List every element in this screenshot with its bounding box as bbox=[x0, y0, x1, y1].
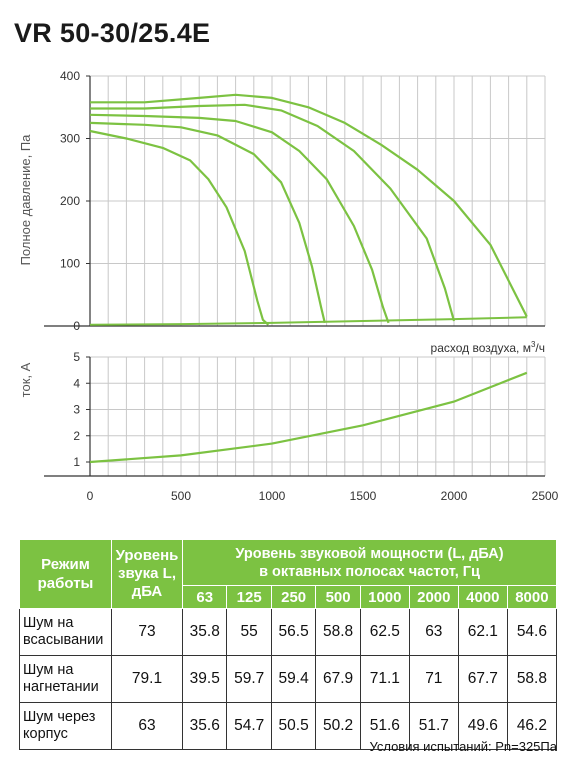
table-row: Шум на нагнетании 79.1 39.5 59.7 59.4 67… bbox=[19, 655, 558, 703]
header-sound-power: Уровень звуковой мощности (L, дБА) в окт… bbox=[182, 539, 557, 586]
band-value-cell: 35.8 bbox=[181, 608, 228, 656]
current-x-tick-label: 2000 bbox=[441, 489, 468, 503]
band-value-cell: 55 bbox=[226, 608, 272, 656]
current-y-axis-label: ток, А bbox=[18, 362, 33, 397]
pressure-y-tick-label: 100 bbox=[60, 257, 80, 271]
band-value-cell: 50.5 bbox=[270, 702, 317, 750]
band-header: 250 bbox=[270, 585, 317, 609]
band-header: 63 bbox=[181, 585, 228, 609]
pressure-y-axis-label: Полное давление, Па bbox=[18, 134, 33, 266]
row-label: Шум на всасывании bbox=[19, 608, 112, 656]
band-value-cell: 35.6 bbox=[181, 702, 228, 750]
header-sound-power-line1: Уровень звуковой мощности (L, дБА) bbox=[235, 545, 504, 562]
table-row: Шум через корпус 63 35.6 54.7 50.5 50.2 … bbox=[19, 702, 558, 750]
pressure-curve bbox=[90, 93, 528, 318]
test-conditions-note: Условия испытаний: Рn=325Па bbox=[369, 739, 557, 754]
noise-table: Режим работы Уровень звука L, дБА Уровен… bbox=[19, 539, 558, 750]
band-value-cell: 62.1 bbox=[457, 608, 508, 656]
pressure-x-axis-label: расход воздуха, м3/ч bbox=[431, 340, 545, 355]
sound-level-cell: 79.1 bbox=[111, 655, 183, 703]
band-value-cell: 59.4 bbox=[270, 655, 317, 703]
current-y-tick-label: 1 bbox=[73, 455, 80, 469]
sound-level-cell: 73 bbox=[111, 608, 183, 656]
current-y-tick-label: 5 bbox=[73, 350, 80, 364]
band-value-cell: 58.8 bbox=[315, 608, 361, 656]
pressure-curve bbox=[89, 113, 390, 324]
current-y-tick-label: 4 bbox=[73, 376, 80, 390]
band-header: 1000 bbox=[359, 585, 410, 609]
band-header: 8000 bbox=[506, 585, 558, 609]
current-y-tick-label: 3 bbox=[73, 403, 80, 417]
band-value-cell: 67.9 bbox=[315, 655, 361, 703]
band-value-cell: 50.2 bbox=[315, 702, 361, 750]
band-value-cell: 59.7 bbox=[226, 655, 272, 703]
band-value-cell: 54.6 bbox=[506, 608, 558, 656]
pressure-baseline-curve bbox=[89, 316, 527, 326]
band-value-cell: 63 bbox=[408, 608, 459, 656]
band-value-cell: 62.5 bbox=[359, 608, 410, 656]
header-sound-power-line2: в октавных полосах частот, Гц bbox=[259, 563, 480, 580]
header-sound-level: Уровень звука L, дБА bbox=[111, 539, 183, 609]
band-header: 2000 bbox=[408, 585, 459, 609]
band-value-cell: 51.6 bbox=[359, 702, 410, 750]
band-header: 4000 bbox=[457, 585, 508, 609]
row-label: Шум через корпус bbox=[19, 702, 112, 750]
band-header: 125 bbox=[226, 585, 272, 609]
page-title: VR 50-30/25.4E bbox=[14, 18, 211, 48]
pressure-curve bbox=[89, 121, 326, 324]
pressure-y-tick-label: 200 bbox=[60, 194, 80, 208]
current-y-tick-label: 2 bbox=[73, 429, 80, 443]
x-axis-label-prefix: расход воздуха, м bbox=[431, 341, 531, 355]
current-axes: 1 2 3 4 5 0 500 1000 1500 2000 2500 bbox=[44, 350, 559, 503]
pressure-curve bbox=[90, 103, 456, 322]
pressure-y-tick-label: 400 bbox=[60, 69, 80, 83]
current-curve bbox=[89, 371, 528, 464]
band-value-cell: 49.6 bbox=[457, 702, 508, 750]
band-value-cell: 58.8 bbox=[506, 655, 558, 703]
current-x-tick-label: 0 bbox=[87, 489, 94, 503]
band-value-cell: 46.2 bbox=[506, 702, 558, 750]
current-x-tick-label: 500 bbox=[171, 489, 191, 503]
band-value-cell: 71 bbox=[408, 655, 459, 703]
table-row: Шум на всасывании 73 35.8 55 56.5 58.8 6… bbox=[19, 608, 558, 656]
band-value-cell: 39.5 bbox=[181, 655, 228, 703]
header-mode: Режим работы bbox=[19, 539, 112, 609]
band-value-cell: 54.7 bbox=[226, 702, 272, 750]
band-value-cell: 71.1 bbox=[359, 655, 410, 703]
current-grid bbox=[90, 356, 546, 476]
pressure-curve bbox=[89, 129, 270, 326]
band-value-cell: 56.5 bbox=[270, 608, 317, 656]
sound-level-cell: 63 bbox=[111, 702, 183, 750]
current-x-tick-label: 1500 bbox=[350, 489, 377, 503]
current-series bbox=[89, 371, 528, 464]
pressure-series bbox=[89, 93, 528, 326]
pressure-y-tick-label: 300 bbox=[60, 132, 80, 146]
row-label: Шум на нагнетании bbox=[19, 655, 112, 703]
band-value-cell: 51.7 bbox=[408, 702, 459, 750]
x-axis-label-suffix: /ч bbox=[535, 341, 545, 355]
current-x-tick-label: 1000 bbox=[259, 489, 286, 503]
current-x-tick-label: 2500 bbox=[532, 489, 559, 503]
band-header: 500 bbox=[315, 585, 361, 609]
x-axis-label-superscript: 3 bbox=[531, 340, 536, 349]
band-value-cell: 67.7 bbox=[457, 655, 508, 703]
